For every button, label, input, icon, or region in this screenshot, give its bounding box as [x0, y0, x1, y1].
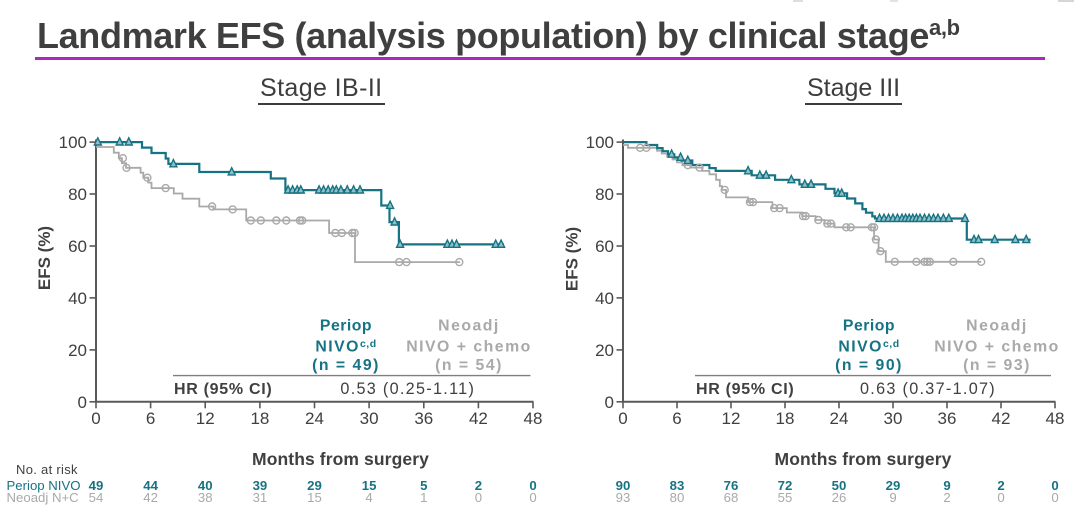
svg-text:0: 0 [997, 490, 1004, 505]
svg-text:80: 80 [68, 185, 87, 204]
svg-text:0: 0 [529, 490, 536, 505]
svg-text:NIVOc,d: NIVOc,d [315, 338, 376, 356]
svg-text:38: 38 [198, 490, 213, 505]
svg-text:90: 90 [616, 478, 631, 493]
svg-text:15: 15 [362, 478, 377, 493]
svg-text:(n = 54): (n = 54) [435, 357, 503, 374]
svg-text:100: 100 [59, 133, 87, 152]
svg-text:29: 29 [307, 478, 322, 493]
svg-text:68: 68 [724, 490, 739, 505]
svg-text:0: 0 [91, 409, 100, 428]
svg-text:HR (95% CI): HR (95% CI) [696, 381, 794, 398]
svg-text:48: 48 [524, 409, 543, 428]
svg-text:48: 48 [1046, 409, 1065, 428]
svg-text:44: 44 [143, 478, 158, 493]
svg-text:9: 9 [943, 478, 950, 493]
svg-text:55: 55 [778, 490, 793, 505]
svg-text:0: 0 [475, 490, 482, 505]
svg-text:60: 60 [68, 237, 87, 256]
svg-text:40: 40 [68, 289, 87, 308]
svg-text:0.53 (0.25-1.11): 0.53 (0.25-1.11) [340, 380, 475, 398]
svg-text:40: 40 [198, 478, 213, 493]
svg-text:20: 20 [595, 341, 614, 360]
svg-text:76: 76 [724, 478, 739, 493]
svg-text:29: 29 [886, 478, 901, 493]
svg-text:EFS (%): EFS (%) [562, 227, 581, 291]
svg-text:HR (95% CI): HR (95% CI) [174, 381, 272, 398]
svg-text:EFS (%): EFS (%) [35, 226, 54, 290]
svg-text:12: 12 [196, 409, 215, 428]
svg-text:5: 5 [420, 478, 427, 493]
svg-text:93: 93 [616, 490, 631, 505]
svg-text:(n = 93): (n = 93) [963, 357, 1031, 374]
svg-text:9: 9 [889, 490, 896, 505]
svg-text:18: 18 [776, 409, 795, 428]
svg-text:80: 80 [670, 490, 685, 505]
svg-text:24: 24 [305, 409, 324, 428]
svg-text:42: 42 [992, 409, 1011, 428]
svg-text:Months from surgery: Months from surgery [775, 449, 952, 469]
svg-text:Months from surgery: Months from surgery [252, 449, 429, 469]
svg-text:2: 2 [943, 490, 950, 505]
svg-text:83: 83 [670, 478, 685, 493]
svg-text:2: 2 [997, 478, 1004, 493]
svg-text:26: 26 [832, 490, 847, 505]
svg-text:Neoadj: Neoadj [966, 318, 1028, 335]
svg-text:Periop NIVO: Periop NIVO [7, 478, 81, 493]
svg-text:0: 0 [605, 393, 614, 412]
svg-text:6: 6 [146, 409, 155, 428]
svg-text:NIVO + chemo: NIVO + chemo [406, 339, 532, 356]
svg-text:24: 24 [830, 409, 849, 428]
svg-text:0: 0 [78, 393, 87, 412]
svg-text:54: 54 [89, 490, 104, 505]
svg-text:42: 42 [469, 409, 488, 428]
svg-text:60: 60 [595, 237, 614, 256]
svg-text:36: 36 [938, 409, 957, 428]
svg-text:42: 42 [143, 490, 158, 505]
svg-text:30: 30 [360, 409, 379, 428]
svg-text:40: 40 [595, 289, 614, 308]
svg-text:50: 50 [832, 478, 847, 493]
svg-text:31: 31 [253, 490, 268, 505]
svg-text:1: 1 [420, 490, 427, 505]
svg-text:Neoadj: Neoadj [438, 318, 500, 335]
svg-text:0: 0 [1051, 490, 1058, 505]
svg-text:80: 80 [595, 185, 614, 204]
svg-text:Neoadj N+C: Neoadj N+C [7, 490, 80, 505]
svg-text:12: 12 [722, 409, 741, 428]
svg-text:18: 18 [250, 409, 269, 428]
svg-text:100: 100 [586, 133, 614, 152]
svg-text:NIVO + chemo: NIVO + chemo [934, 339, 1060, 356]
svg-text:20: 20 [68, 341, 87, 360]
svg-text:0: 0 [529, 478, 536, 493]
svg-text:15: 15 [307, 490, 322, 505]
svg-text:0.63 (0.37-1.07): 0.63 (0.37-1.07) [860, 380, 996, 398]
svg-text:4: 4 [365, 490, 372, 505]
svg-text:Periop: Periop [320, 318, 372, 335]
svg-text:0: 0 [618, 409, 627, 428]
svg-text:0: 0 [1051, 478, 1058, 493]
svg-text:36: 36 [414, 409, 433, 428]
svg-text:NIVOc,d: NIVOc,d [838, 338, 899, 356]
svg-text:(n = 49): (n = 49) [312, 357, 380, 374]
svg-text:2: 2 [475, 478, 482, 493]
svg-text:49: 49 [89, 478, 104, 493]
svg-text:No. at risk: No. at risk [16, 462, 78, 477]
svg-text:72: 72 [778, 478, 793, 493]
svg-text:Periop: Periop [843, 318, 895, 335]
svg-text:6: 6 [672, 409, 681, 428]
svg-text:(n = 90): (n = 90) [835, 357, 903, 374]
svg-text:39: 39 [253, 478, 268, 493]
svg-text:30: 30 [884, 409, 903, 428]
